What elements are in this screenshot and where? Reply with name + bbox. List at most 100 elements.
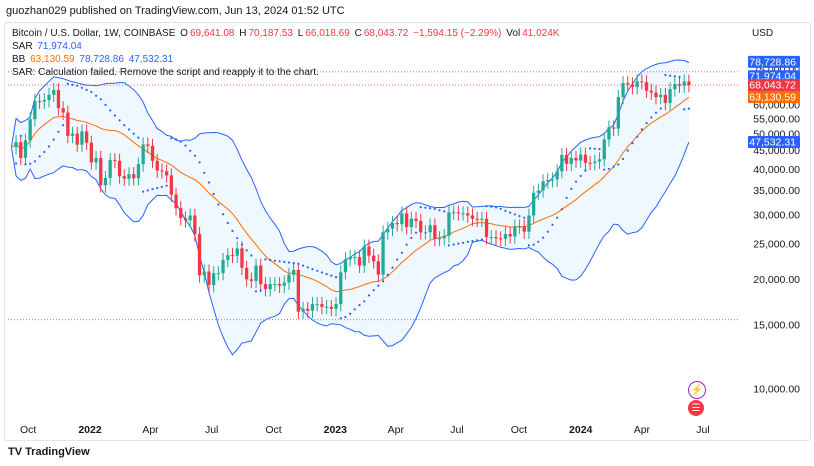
candle-body [245, 267, 249, 280]
candle-body [532, 192, 536, 216]
candle-body [513, 226, 517, 237]
symbol-title[interactable]: Bitcoin / U.S. Dollar, 1W, COINBASE [12, 28, 176, 39]
price-tag [748, 136, 800, 148]
sar-dot [316, 269, 319, 272]
candle-body [612, 127, 616, 129]
sar-dot [542, 236, 545, 239]
candle-body [197, 234, 202, 276]
candle-body [329, 306, 333, 309]
sar-dot [419, 206, 422, 209]
candle-body [56, 89, 61, 109]
candle-body [461, 213, 465, 215]
footer-brand: TradingView [25, 446, 90, 458]
sar-legend[interactable]: SAR 71,974.04 [12, 41, 84, 52]
x-axis-tick-label: 2024 [569, 424, 593, 436]
sar-dot [513, 213, 516, 216]
currency-label[interactable]: USD [752, 28, 774, 39]
sar-dot [570, 187, 573, 190]
candle-body [470, 215, 475, 219]
sar-dot [471, 240, 474, 243]
candle-body [61, 108, 65, 113]
sar-dot [518, 215, 521, 218]
sar-dot [438, 209, 441, 212]
candle-body [127, 174, 131, 179]
low-value: 66,018.69 [305, 28, 350, 39]
candle-body [353, 257, 357, 259]
candle-body [150, 145, 155, 161]
sar-dot [292, 262, 295, 265]
candle-body [442, 235, 446, 239]
candle-body [560, 154, 564, 172]
sar-dot [160, 185, 163, 188]
candle-body [602, 139, 606, 160]
sar-dot [43, 150, 46, 154]
x-axis-tick-label: Apr [388, 424, 405, 436]
candle-body [682, 81, 686, 86]
candle-body [37, 101, 42, 103]
sar-dot [556, 216, 559, 219]
y-axis-tick-label: 20,000.00 [753, 274, 800, 286]
candle-body [376, 261, 380, 275]
us-flag-icon[interactable]: ☰ [688, 400, 704, 416]
price-tag-label: 63,130.59 [749, 92, 796, 104]
lightning-icon[interactable]: ⚡ [688, 381, 706, 399]
candle-body [230, 255, 235, 257]
sar-dot [391, 266, 394, 269]
candle-body [99, 157, 103, 186]
candle-body [254, 265, 258, 281]
candle-body [593, 161, 597, 164]
sar-dot [132, 132, 135, 135]
bb-legend[interactable]: BB 63,130.59 78,728.86 47,532.31 [12, 54, 175, 65]
sar-dot [339, 317, 342, 320]
candle-body [249, 279, 253, 281]
sar-dot [382, 280, 385, 283]
candle-body [621, 83, 625, 97]
x-axis-tick-label: Jul [450, 424, 463, 436]
sar-dot [179, 140, 182, 143]
price-tag [748, 55, 800, 68]
sar-dot [546, 230, 549, 233]
candle-body [428, 225, 432, 233]
candle-body [414, 218, 418, 221]
sar-dot [560, 208, 564, 211]
sar-dot [254, 290, 258, 293]
candle-body [564, 154, 569, 164]
tradingview-logo[interactable]: ТV TradingView [8, 446, 90, 458]
sar-dot [189, 149, 192, 152]
candle-body [132, 174, 136, 179]
candle-body [579, 154, 583, 161]
bb-lower-value: 47,532.31 [128, 54, 174, 65]
sar-dot [269, 258, 272, 262]
candle-body [296, 270, 300, 312]
bb-basis-line [11, 96, 690, 293]
candle-body [574, 157, 578, 161]
candle-body [654, 92, 658, 98]
candle-body [174, 194, 178, 209]
candle-body [659, 95, 663, 97]
sar-dot [222, 213, 225, 216]
candle-body [141, 144, 145, 165]
sar-dot [621, 157, 625, 161]
sar-dot [636, 135, 639, 138]
sar-dot [287, 261, 291, 264]
sar-dot [626, 149, 629, 152]
sar-dot [659, 107, 662, 110]
sar-dot [325, 273, 328, 276]
sar-dot [574, 180, 578, 183]
sar-value: 71,974.04 [37, 41, 82, 52]
candle-body [226, 255, 230, 260]
candle-body [287, 274, 291, 283]
candle-body [179, 208, 183, 219]
sar-dot [593, 147, 596, 150]
sar-dot [273, 259, 276, 262]
candle-body [212, 273, 216, 285]
y-axis-tick-label: 45,000.00 [753, 145, 800, 157]
sar-dot [589, 147, 592, 150]
candle-body [339, 272, 343, 305]
sar-dot [245, 249, 248, 252]
sar-dot [377, 284, 380, 287]
candle-body [47, 94, 51, 101]
sar-dot [95, 94, 98, 97]
sar-dot [523, 216, 526, 219]
